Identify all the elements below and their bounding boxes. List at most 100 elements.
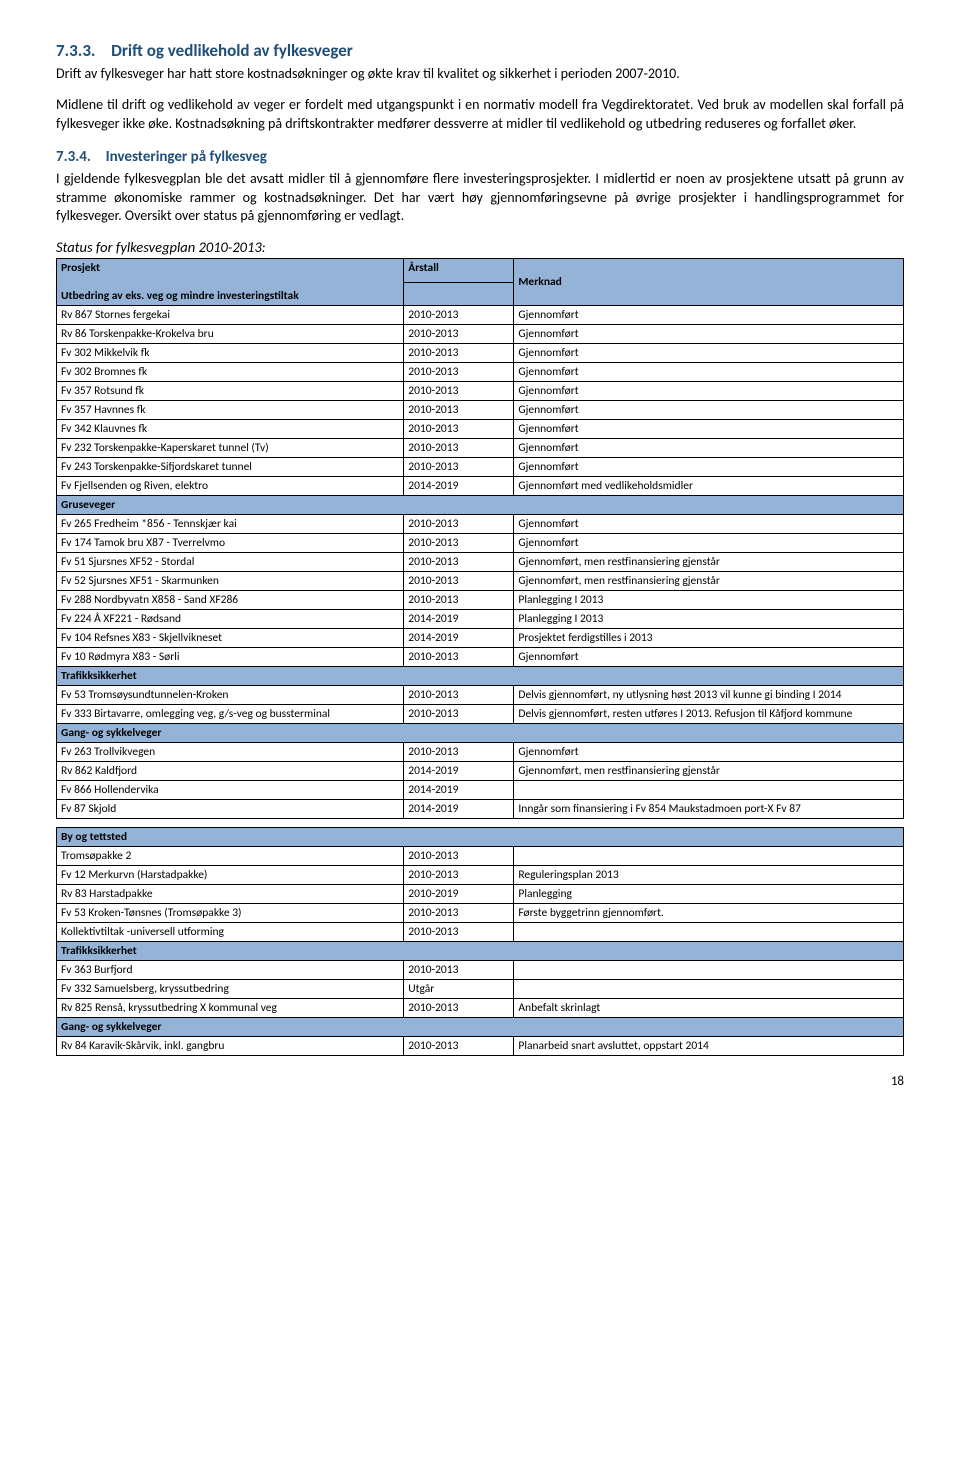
table-row: Fv 342 Klauvnes fk2010-2013Gjennomført — [57, 420, 904, 439]
table-row: Fv 866 Hollendervika2014-2019 — [57, 781, 904, 800]
table-row: Fv 333 Birtavarre, omlegging veg, g/s-ve… — [57, 705, 904, 724]
th-project: Prosjekt — [61, 261, 100, 275]
section-734-heading: 7.3.4. Investeringer på fylkesveg — [56, 148, 904, 166]
table-cell: Gjennomført, men restfinansiering gjenst… — [514, 553, 904, 572]
table-cell: 2010-2013 — [404, 866, 514, 885]
table-cell: Gjennomført — [514, 401, 904, 420]
table-cell: Gjennomført, men restfinansiering gjenst… — [514, 762, 904, 781]
table-cell: Gjennomført — [514, 439, 904, 458]
table-cell: Planlegging I 2013 — [514, 610, 904, 629]
table-row: Fv 243 Torskenpakke-Sifjordskaret tunnel… — [57, 458, 904, 477]
table-row: Fv 53 Kroken-Tønsnes (Tromsøpakke 3)2010… — [57, 904, 904, 923]
table-row: Rv 862 Kaldfjord2014-2019Gjennomført, me… — [57, 762, 904, 781]
table-cell: 2010-2013 — [404, 553, 514, 572]
table-cell — [514, 847, 904, 866]
sub-trafikksikkerhet-a: Trafikksikkerhet — [57, 667, 904, 686]
table-cell: Fv 288 Nordbyvatn X858 - Sand XF286 — [57, 591, 404, 610]
status-table-b: By og tettsted Tromsøpakke 22010-2013Fv … — [56, 827, 904, 1056]
table-row: Tromsøpakke 22010-2013 — [57, 847, 904, 866]
table-row: Fv 104 Refsnes X83 - Skjellvikneset2014-… — [57, 629, 904, 648]
table-cell: Fv 104 Refsnes X83 - Skjellvikneset — [57, 629, 404, 648]
sub-gang-sykkel-a: Gang- og sykkelveger — [57, 724, 904, 743]
table-cell: Fv 332 Samuelsberg, kryssutbedring — [57, 980, 404, 999]
table-cell: Delvis gjennomført, ny utlysning høst 20… — [514, 686, 904, 705]
table-cell: Inngår som finansiering i Fv 854 Mauksta… — [514, 800, 904, 819]
table-cell: Rv 862 Kaldfjord — [57, 762, 404, 781]
section-734-title: Investeringer på fylkesveg — [106, 148, 267, 166]
table-cell: Fv 224 Å XF221 - Rødsand — [57, 610, 404, 629]
table-cell: 2010-2013 — [404, 686, 514, 705]
table-cell: Gjennomført — [514, 743, 904, 762]
sub-by-tettsted: By og tettsted — [57, 828, 904, 847]
table-cell: Første byggetrinn gjennomført. — [514, 904, 904, 923]
table-cell: Fv 10 Rødmyra X83 - Sørli — [57, 648, 404, 667]
table-cell: Delvis gjennomført, resten utføres I 201… — [514, 705, 904, 724]
table-row: Fv 302 Bromnes fk2010-2013Gjennomført — [57, 363, 904, 382]
table-cell: Rv 84 Karavik-Skårvik, inkl. gangbru — [57, 1037, 404, 1056]
table-row: Fv 263 Trollvikvegen2010-2013Gjennomført — [57, 743, 904, 762]
table-cell: Fv 12 Merkurvn (Harstadpakke) — [57, 866, 404, 885]
table-cell: Fv 357 Rotsund fk — [57, 382, 404, 401]
table-cell: Fv Fjellsenden og Riven, elektro — [57, 477, 404, 496]
table-cell: 2014-2019 — [404, 800, 514, 819]
table-cell: Fv 866 Hollendervika — [57, 781, 404, 800]
table-cell: 2010-2013 — [404, 420, 514, 439]
th-year: Årstall — [404, 259, 514, 283]
table-cell: Gjennomført — [514, 534, 904, 553]
table-cell: Gjennomført — [514, 306, 904, 325]
sub-gang-sykkel-b: Gang- og sykkelveger — [57, 1018, 904, 1037]
table-cell — [514, 923, 904, 942]
table-cell: Kollektivtiltak -universell utforming — [57, 923, 404, 942]
table-cell: Fv 174 Tamok bru X87 - Tverrelvmo — [57, 534, 404, 553]
table-cell: 2010-2013 — [404, 534, 514, 553]
table-cell: Gjennomført — [514, 344, 904, 363]
table-row: Fv 87 Skjold2014-2019Inngår som finansie… — [57, 800, 904, 819]
table-cell: 2010-2019 — [404, 885, 514, 904]
table-cell: 2010-2013 — [404, 648, 514, 667]
table-cell: Fv 363 Burfjord — [57, 961, 404, 980]
table-cell: 2010-2013 — [404, 743, 514, 762]
table-cell: 2010-2013 — [404, 1037, 514, 1056]
th-sub1: Utbedring av eks. veg og mindre invester… — [61, 289, 299, 303]
table-cell: 2010-2013 — [404, 306, 514, 325]
table-row: Fv 52 Sjursnes XF51 - Skarmunken2010-201… — [57, 572, 904, 591]
table-cell: Fv 302 Bromnes fk — [57, 363, 404, 382]
table-cell: 2010-2013 — [404, 458, 514, 477]
table-cell: Fv 87 Skjold — [57, 800, 404, 819]
table-cell: Anbefalt skrinlagt — [514, 999, 904, 1018]
table-cell: 2010-2013 — [404, 401, 514, 420]
th-note: Merknad — [514, 259, 904, 306]
table-cell: 2010-2013 — [404, 847, 514, 866]
table-cell: Fv 302 Mikkelvik fk — [57, 344, 404, 363]
table-cell: Gjennomført — [514, 648, 904, 667]
table-cell: Fv 265 Fredheim *856 - Tennskjær kai — [57, 515, 404, 534]
table-cell: Planarbeid snart avsluttet, oppstart 201… — [514, 1037, 904, 1056]
table-row: Fv 224 Å XF221 - Rødsand2014-2019Planleg… — [57, 610, 904, 629]
table-cell: Gjennomført — [514, 458, 904, 477]
table-cell: 2010-2013 — [404, 705, 514, 724]
section-733-number: 7.3.3. — [56, 40, 95, 61]
table-cell: Gjennomført — [514, 363, 904, 382]
table-cell: Fv 357 Havnnes fk — [57, 401, 404, 420]
table-row: Fv 357 Rotsund fk2010-2013Gjennomført — [57, 382, 904, 401]
status-table-a: Prosjekt Utbedring av eks. veg og mindre … — [56, 258, 904, 819]
table-row: Fv 302 Mikkelvik fk2010-2013Gjennomført — [57, 344, 904, 363]
table-cell: 2010-2013 — [404, 999, 514, 1018]
sub-trafikksikkerhet-b: Trafikksikkerhet — [57, 942, 904, 961]
table-cell: Fv 243 Torskenpakke-Sifjordskaret tunnel — [57, 458, 404, 477]
table-cell: 2014-2019 — [404, 781, 514, 800]
table-cell — [514, 781, 904, 800]
table-cell: Rv 867 Stornes fergekai — [57, 306, 404, 325]
table-cell: Gjennomført — [514, 420, 904, 439]
table-cell: Gjennomført — [514, 515, 904, 534]
table-cell: 2010-2013 — [404, 439, 514, 458]
section-734-para1: I gjeldende fylkesvegplan ble det avsatt… — [56, 170, 904, 227]
table-cell: Fv 342 Klauvnes fk — [57, 420, 404, 439]
section-733-para1: Drift av fylkesveger har hatt store kost… — [56, 65, 904, 84]
table-row: Fv 288 Nordbyvatn X858 - Sand XF2862010-… — [57, 591, 904, 610]
section-733-para2: Midlene til drift og vedlikehold av vege… — [56, 96, 904, 134]
table-cell: 2010-2013 — [404, 363, 514, 382]
table-cell: Fv 53 Tromsøysundtunnelen-Kroken — [57, 686, 404, 705]
table-row: Fv 53 Tromsøysundtunnelen-Kroken2010-201… — [57, 686, 904, 705]
table-cell: 2010-2013 — [404, 904, 514, 923]
